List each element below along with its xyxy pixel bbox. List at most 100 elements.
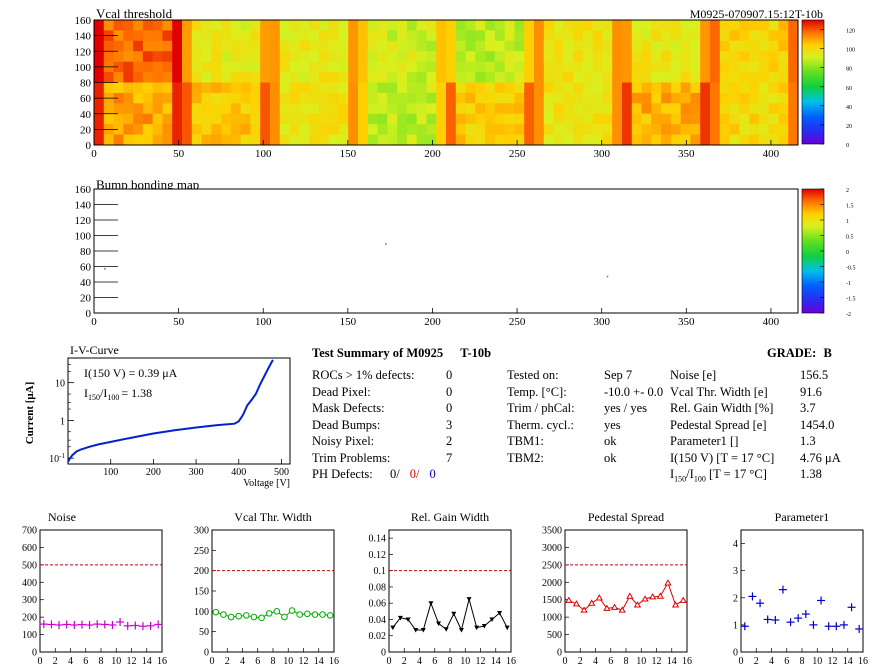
map-cell [524, 113, 535, 125]
map-cell [221, 30, 232, 42]
x-tick-label: 100 [255, 148, 272, 160]
map-cell [710, 30, 721, 42]
map-cell [162, 92, 173, 104]
map-cell [661, 40, 672, 52]
map-cell [191, 113, 203, 125]
map-cell [719, 124, 731, 136]
map-cell [338, 124, 349, 136]
map-cell [534, 40, 545, 52]
map-cell [504, 51, 515, 63]
map-cell [504, 40, 515, 52]
map-cell [563, 113, 574, 125]
map-cell [680, 51, 691, 63]
map-cell [758, 134, 770, 146]
map-cell [230, 61, 242, 73]
map-cell [592, 113, 603, 125]
map-cell [182, 103, 193, 115]
map-cell [446, 61, 457, 73]
map-cell [700, 51, 711, 63]
map-cell [729, 134, 740, 146]
map-cell [230, 134, 242, 146]
map-cell [631, 113, 643, 125]
map-cell [309, 20, 320, 31]
defect-value: 0 [446, 401, 453, 416]
map-cell [778, 20, 789, 31]
map-cell [641, 51, 652, 63]
map-cell [406, 92, 418, 104]
result-value: 3.7 [800, 401, 816, 416]
data-point [93, 620, 102, 629]
map-cell [152, 124, 163, 136]
map-cell [788, 61, 799, 73]
map-cell [661, 72, 672, 83]
map-cell [387, 40, 398, 52]
map-cell [729, 30, 740, 42]
map-cell [348, 82, 359, 94]
data-point [55, 620, 64, 629]
map-cell [534, 82, 545, 94]
map-cell [358, 72, 369, 83]
map-cell [612, 92, 623, 104]
data-point [504, 625, 510, 631]
map-cell [250, 92, 261, 104]
data-point [580, 606, 588, 613]
y-tick-label: 2000 [542, 578, 562, 589]
map-cell [377, 30, 388, 42]
map-cell [191, 40, 203, 52]
x-tick-label: 50 [173, 148, 185, 160]
map-cell [651, 113, 662, 125]
data-point [656, 592, 664, 599]
map-cell [436, 134, 447, 146]
x-tick-label: 200 [424, 316, 441, 328]
map-cell [651, 30, 662, 42]
map-cell [729, 51, 740, 63]
map-cell [328, 124, 339, 136]
x-tick-label: 8 [800, 656, 805, 667]
map-cell [573, 134, 584, 146]
map-cell [524, 124, 535, 136]
data-point [466, 597, 472, 602]
result-label: I(150 V) [T = 17 °C] [670, 450, 775, 465]
x-tick-label: 6 [784, 656, 789, 667]
map-cell [641, 30, 652, 42]
map-cell [211, 82, 222, 94]
plot-title: Noise [48, 510, 76, 524]
map-cell [475, 134, 486, 146]
map-cell [211, 51, 222, 63]
map-cell [358, 40, 369, 52]
result-label: Noise [e] [670, 368, 717, 382]
map-cell [133, 61, 144, 73]
map-cell [123, 113, 134, 125]
data-point [489, 617, 495, 622]
defect-label: ROCs > 1% defects: [312, 368, 415, 382]
defect-label: Mask Defects: [312, 401, 385, 416]
map-cell [289, 20, 300, 31]
data-point [572, 600, 581, 607]
map-cell [182, 20, 193, 31]
map-cell [211, 92, 222, 104]
map-cell [602, 103, 613, 115]
map-cell [426, 51, 437, 63]
map-cell [406, 103, 418, 115]
map-cell [377, 72, 388, 83]
map-cell [191, 134, 203, 146]
map-cell [485, 40, 496, 52]
map-cell [133, 103, 144, 115]
map-cell [318, 51, 330, 63]
map-cell [406, 61, 418, 73]
plot-frame [564, 529, 688, 653]
summary-title: Test Summary of M0925 [312, 346, 444, 360]
map-cell [397, 20, 408, 31]
map-cell [221, 124, 232, 136]
map-cell [739, 51, 750, 63]
map-cell [534, 92, 545, 104]
map-cell [670, 30, 682, 42]
map-cell [279, 124, 291, 136]
data-point [100, 620, 109, 629]
map-cell [358, 103, 369, 115]
map-cell [123, 124, 134, 136]
roc-tile [446, 20, 535, 83]
defect-value: 0 [446, 384, 453, 399]
map-cell [749, 103, 760, 115]
